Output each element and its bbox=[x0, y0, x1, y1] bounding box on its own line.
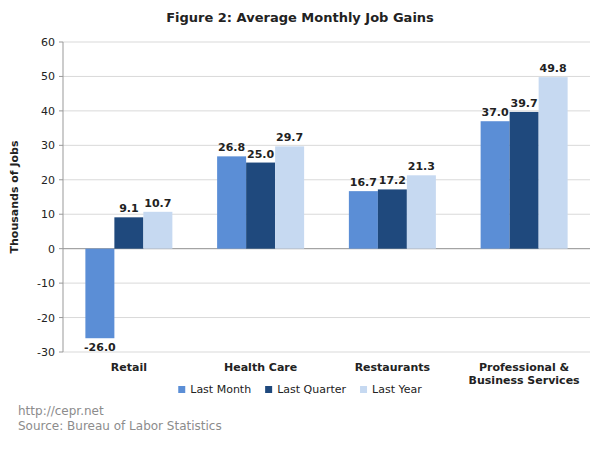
data-label: 17.2 bbox=[379, 174, 406, 187]
legend-label: Last Quarter bbox=[277, 383, 346, 396]
legend-marker bbox=[178, 386, 185, 393]
data-label: 29.7 bbox=[276, 131, 303, 144]
category-label: Retail bbox=[111, 361, 147, 374]
data-label: 25.0 bbox=[247, 148, 274, 161]
legend-marker bbox=[360, 386, 367, 393]
grid-line bbox=[63, 110, 590, 111]
tick-mark bbox=[59, 283, 63, 284]
bar bbox=[378, 189, 407, 248]
data-label: 26.8 bbox=[218, 141, 245, 154]
tick-mark bbox=[59, 214, 63, 215]
category-label: Professional &Business Services bbox=[469, 361, 580, 387]
tick-mark bbox=[59, 352, 63, 353]
bar bbox=[407, 175, 436, 248]
tick-mark bbox=[59, 76, 63, 77]
bar bbox=[510, 112, 539, 249]
data-label: 21.3 bbox=[408, 160, 435, 173]
tick-label: 30 bbox=[41, 139, 55, 152]
y-axis bbox=[63, 42, 64, 352]
data-label: 10.7 bbox=[144, 197, 171, 210]
grid-line bbox=[63, 76, 590, 77]
bar bbox=[143, 212, 172, 249]
legend-label: Last Month bbox=[190, 383, 251, 396]
grid-line bbox=[63, 283, 590, 284]
bar bbox=[481, 121, 510, 248]
tick-label: 60 bbox=[41, 36, 55, 49]
tick-label: 20 bbox=[41, 174, 55, 187]
tick-mark bbox=[59, 110, 63, 111]
data-label: 37.0 bbox=[482, 106, 509, 119]
tick-mark bbox=[59, 317, 63, 318]
tick-mark bbox=[59, 42, 63, 43]
category-label: Health Care bbox=[224, 361, 297, 374]
legend-marker bbox=[265, 386, 272, 393]
grid bbox=[59, 42, 590, 352]
tick-label: 10 bbox=[41, 208, 55, 221]
category-label: Restaurants bbox=[355, 361, 431, 374]
bar bbox=[246, 163, 275, 249]
bar bbox=[217, 156, 246, 248]
grid-line bbox=[63, 42, 590, 43]
tick-label: 40 bbox=[41, 105, 55, 118]
annotation: http://cepr.net bbox=[18, 404, 104, 418]
tick-label: -30 bbox=[37, 346, 55, 359]
bar bbox=[114, 217, 143, 248]
grid-line bbox=[63, 317, 590, 318]
grid-line bbox=[63, 352, 590, 353]
data-label: 16.7 bbox=[350, 176, 377, 189]
data-label: -26.0 bbox=[84, 341, 116, 354]
bars bbox=[85, 77, 567, 338]
legend: Last Month Last Quarter Last Year bbox=[178, 383, 422, 396]
bar bbox=[275, 146, 304, 248]
tick-label: -10 bbox=[37, 277, 55, 290]
tick-label: 0 bbox=[48, 243, 55, 256]
tick-mark bbox=[59, 179, 63, 180]
data-label: 39.7 bbox=[511, 97, 538, 110]
tick-mark bbox=[59, 145, 63, 146]
legend-label: Last Year bbox=[372, 383, 422, 396]
bar bbox=[85, 249, 114, 339]
tick-label: 50 bbox=[41, 70, 55, 83]
y-axis-label: Thousands of Jobs bbox=[8, 140, 21, 253]
title: Figure 2: Average Monthly Job Gains bbox=[166, 10, 434, 25]
data-labels: -26.0 26.8 16.7 37.0 9.1 25.0 17.2 39.7 10.7 29.7… bbox=[84, 62, 567, 354]
bar bbox=[349, 191, 378, 249]
tick-mark bbox=[59, 248, 63, 249]
annotation: Source: Bureau of Labor Statistics bbox=[18, 419, 222, 433]
tick-label: -20 bbox=[37, 312, 55, 325]
data-label: 49.8 bbox=[540, 62, 567, 75]
data-label: 9.1 bbox=[119, 202, 139, 215]
bar bbox=[539, 77, 568, 249]
chart: Figure 2: Average Monthly Job Gains -30 -2… bbox=[0, 0, 600, 450]
